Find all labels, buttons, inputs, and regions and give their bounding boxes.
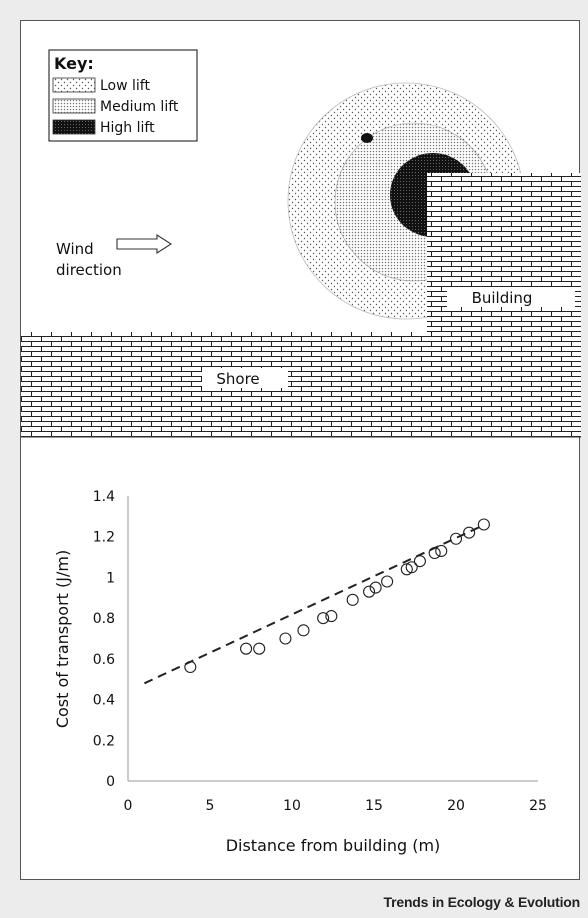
- figure-panel: Building Shore Wind direction Key: Low l…: [20, 20, 581, 880]
- key-label-medium: Medium lift: [100, 99, 179, 115]
- y-tick-label: 0.4: [93, 693, 115, 709]
- building: [427, 173, 581, 332]
- key-swatch-medium: [52, 98, 96, 114]
- y-axis-title: Cost of transport (J/m): [53, 550, 72, 728]
- x-tick-label: 0: [124, 798, 133, 814]
- data-point: [184, 660, 197, 674]
- y-tick-labels: 0 0.2 0.4 0.6 0.8 1 1.2 1.4: [93, 489, 115, 790]
- y-tick-label: 0.2: [93, 733, 115, 749]
- data-point: [253, 642, 266, 655]
- data-point: [463, 526, 476, 539]
- x-tick-labels: 0 5 10 15 20 25: [124, 798, 547, 814]
- data-point: [363, 585, 376, 598]
- x-tick-label: 25: [529, 798, 547, 814]
- building-label-box: [447, 287, 575, 307]
- y-tick-label: 0.8: [93, 611, 115, 627]
- x-tick-label: 5: [206, 798, 215, 814]
- wind-arrow-icon: [116, 233, 173, 255]
- data-point: [381, 575, 394, 588]
- scatter-chart: 0 0.2 0.4 0.6 0.8 1 1.2 1.4 0 5 10 15 20 25 Cost of …: [53, 489, 547, 855]
- x-tick-label: 20: [447, 798, 465, 814]
- key-legend: Key: Low lift Medium lift High lift: [48, 49, 198, 142]
- key-label-high: High lift: [100, 120, 155, 136]
- data-point: [405, 561, 418, 574]
- key-swatch-low: [52, 77, 96, 93]
- data-point: [428, 546, 441, 560]
- data-points: [184, 518, 490, 674]
- y-tick-label: 1: [106, 570, 115, 586]
- key-swatch-high: [52, 119, 96, 135]
- key-label-low: Low lift: [100, 78, 150, 94]
- data-point: [297, 624, 310, 637]
- high-lift-spot: [361, 133, 373, 143]
- x-tick-label: 15: [365, 798, 383, 814]
- wind-label-line1: Wind: [56, 240, 94, 258]
- y-tick-label: 0.6: [93, 652, 115, 668]
- lift-diagram: Building Shore Wind direction Key: Low l…: [21, 49, 581, 438]
- data-point: [449, 532, 463, 545]
- wind-label-line2: direction: [56, 261, 122, 279]
- building-label: Building: [472, 289, 533, 307]
- y-tick-label: 1.4: [93, 489, 115, 505]
- data-point: [317, 612, 330, 625]
- x-axis-title: Distance from building (m): [226, 836, 441, 855]
- data-point: [325, 610, 338, 623]
- data-point: [413, 555, 426, 568]
- figure-canvas: Building Shore Wind direction Key: Low l…: [21, 49, 581, 855]
- data-point: [435, 544, 448, 558]
- data-point: [369, 581, 382, 594]
- trendline: [143, 525, 482, 685]
- data-point: [279, 632, 292, 645]
- key-title: Key:: [54, 54, 94, 73]
- journal-credit: Trends in Ecology & Evolution: [383, 894, 581, 910]
- shore: [21, 332, 581, 437]
- y-tick-label: 1.2: [93, 530, 115, 546]
- data-point: [346, 593, 359, 606]
- x-tick-label: 10: [283, 798, 301, 814]
- data-point: [477, 518, 490, 531]
- data-point: [240, 642, 253, 655]
- shore-label-box: [202, 368, 288, 388]
- y-tick-label: 0: [106, 774, 115, 790]
- shore-label: Shore: [216, 370, 259, 388]
